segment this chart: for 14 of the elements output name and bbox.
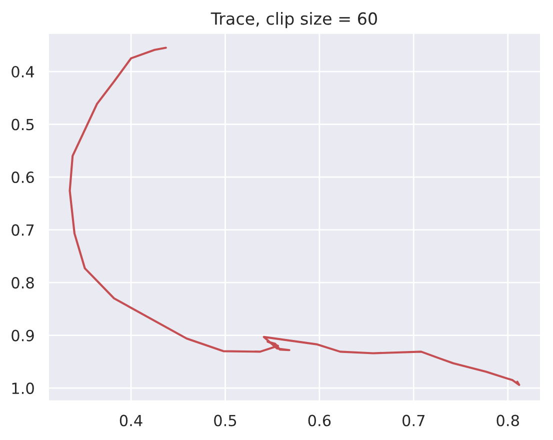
y-tick-label: 1.0 — [12, 382, 34, 394]
x-tick-label: 0.6 — [308, 414, 331, 426]
y-tick-label: 0.8 — [12, 277, 34, 289]
x-tick-label: 0.4 — [120, 414, 142, 426]
x-tick-label: 0.8 — [496, 414, 519, 426]
y-tick-label: 0.4 — [12, 66, 34, 78]
y-tick-label: 0.9 — [12, 330, 34, 342]
chart-title: Trace, clip size = 60 — [210, 12, 377, 28]
y-tick-label: 0.7 — [12, 224, 34, 236]
y-tick-label: 0.5 — [12, 118, 34, 130]
line-series — [68, 46, 520, 386]
x-tick-label: 0.5 — [214, 414, 236, 426]
y-tick-label: 0.6 — [12, 172, 34, 184]
x-tick-label: 0.7 — [402, 414, 424, 426]
